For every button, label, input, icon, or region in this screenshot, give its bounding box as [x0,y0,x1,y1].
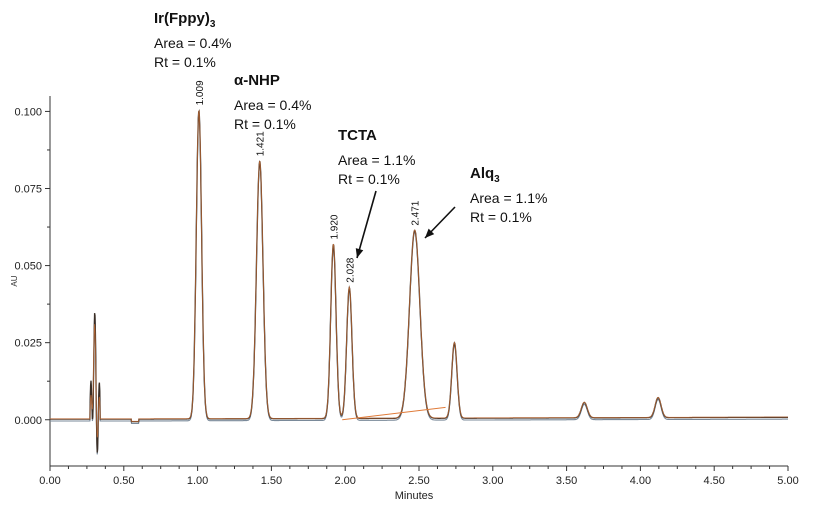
annotation-rt: Rt = 0.1% [470,209,532,225]
peak-rt-label: 1.421 [256,131,267,156]
axes: 0.00 0.50 1.00 1.50 2.00 2.50 3.00 3.50 4.00 4.50… [14,96,799,487]
x-tick-label: 1.50 [261,475,282,487]
annotation-ir-fppy: Ir(Fppy)3 Area = 0.4% Rt = 0.1% [154,9,231,72]
x-tick-label: 0.50 [113,475,134,487]
arrow-head [425,228,435,238]
annotation-tcta: TCTA Area = 1.1% Rt = 0.1% [338,126,415,189]
x-tick-label: 1.00 [187,475,208,487]
annotation-alq: Alq3 Area = 1.1% Rt = 0.1% [470,164,547,227]
annotation-name: TCTA [338,127,377,144]
annotation-rt: Rt = 0.1% [338,171,400,187]
traces [50,109,788,455]
trace-line-overlay [50,109,788,438]
peak-labels: 1.009 1.421 1.920 2.028 2.471 [195,80,422,283]
annotation-name: Ir(Fppy)3 [154,10,216,30]
x-tick-label: 3.50 [556,475,577,487]
x-tick-label: 0.00 [39,475,60,487]
x-tick-label: 3.00 [482,475,503,487]
annotation-arrows [355,190,456,259]
x-tick-label: 2.00 [334,475,355,487]
annotation-rt: Rt = 0.1% [234,116,296,132]
x-tick-label: 4.00 [630,475,651,487]
annotation-rt: Rt = 0.1% [154,54,216,70]
annotation-alpha-nhp: α-NHP Area = 0.4% Rt = 0.1% [234,71,311,134]
y-tick-label: 0.000 [14,415,42,427]
peak-rt-label: 1.920 [329,214,340,239]
annotation-name: α-NHP [234,72,280,89]
x-tick-label: 4.50 [703,475,724,487]
annotation-area: Area = 1.1% [338,152,416,168]
arrow-head [355,248,364,258]
annotation-area: Area = 1.1% [470,190,548,206]
x-tick-label: 5.00 [777,475,798,487]
y-axis-label: AU [10,275,19,286]
integration-baseline [342,406,446,421]
peak-rt-label: 2.471 [411,200,422,225]
annotation-area: Area = 0.4% [154,35,232,51]
x-axis-label: Minutes [395,490,434,502]
annotation-name: Alq3 [470,165,500,185]
annotation-area: Area = 0.4% [234,97,312,113]
peak-rt-label: 2.028 [345,257,356,282]
peak-rt-label: 1.009 [195,80,206,105]
arrow-line [356,190,377,259]
y-tick-label: 0.075 [14,184,42,196]
y-tick-label: 0.100 [14,106,42,118]
y-tick-label: 0.025 [14,338,42,350]
y-tick-label: 0.050 [14,261,42,273]
x-tick-label: 2.50 [408,475,429,487]
